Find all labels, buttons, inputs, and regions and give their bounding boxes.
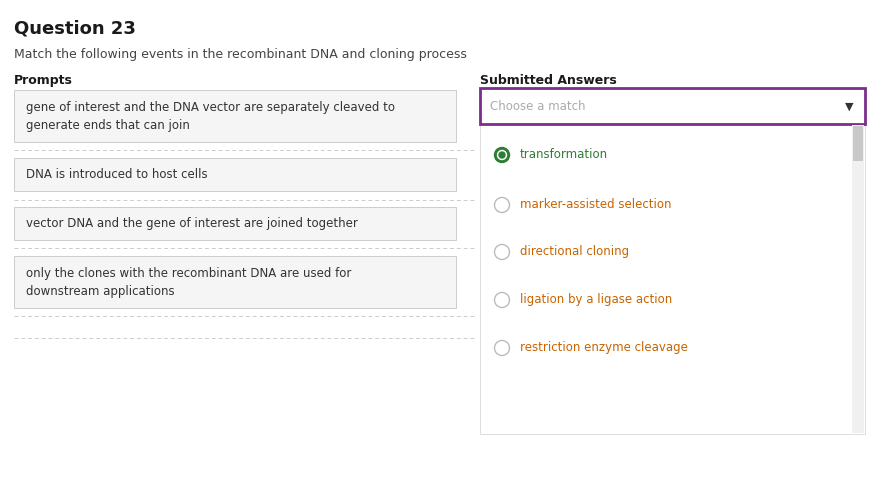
Text: gene of interest and the DNA vector are separately cleaved to
generate ends that: gene of interest and the DNA vector are …	[26, 100, 395, 132]
Text: transformation: transformation	[520, 148, 608, 161]
FancyBboxPatch shape	[852, 125, 864, 433]
Text: Match the following events in the recombinant DNA and cloning process: Match the following events in the recomb…	[14, 48, 467, 61]
FancyBboxPatch shape	[480, 124, 865, 434]
Text: Submitted Answers: Submitted Answers	[480, 74, 616, 87]
Circle shape	[497, 150, 506, 159]
Text: directional cloning: directional cloning	[520, 246, 629, 258]
Text: Question 23: Question 23	[14, 20, 136, 38]
Text: restriction enzyme cleavage: restriction enzyme cleavage	[520, 342, 688, 354]
FancyBboxPatch shape	[14, 158, 456, 191]
Text: only the clones with the recombinant DNA are used for
downstream applications: only the clones with the recombinant DNA…	[26, 266, 351, 297]
Text: Prompts: Prompts	[14, 74, 73, 87]
FancyBboxPatch shape	[14, 207, 456, 240]
Circle shape	[495, 148, 510, 162]
FancyBboxPatch shape	[14, 256, 456, 308]
FancyBboxPatch shape	[480, 88, 865, 124]
FancyBboxPatch shape	[14, 90, 456, 142]
Text: ligation by a ligase action: ligation by a ligase action	[520, 294, 672, 306]
Text: DNA is introduced to host cells: DNA is introduced to host cells	[26, 168, 208, 181]
FancyBboxPatch shape	[853, 126, 863, 161]
Text: marker-assisted selection: marker-assisted selection	[520, 198, 671, 211]
Circle shape	[499, 152, 505, 158]
Text: vector DNA and the gene of interest are joined together: vector DNA and the gene of interest are …	[26, 217, 358, 230]
Text: Choose a match: Choose a match	[490, 99, 585, 112]
Text: ▼: ▼	[845, 102, 853, 112]
